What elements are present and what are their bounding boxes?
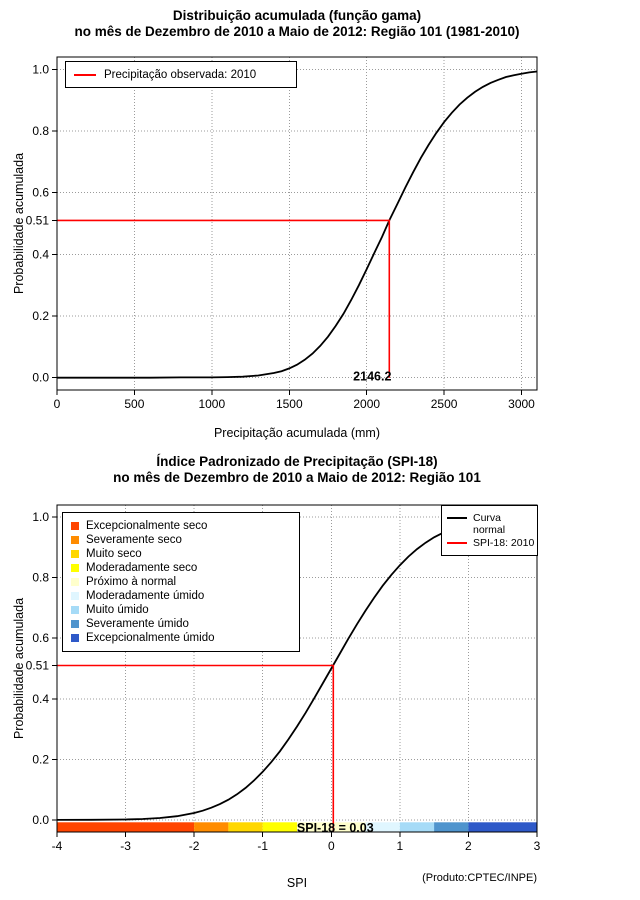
spi-category-legend-item: Moderadamente seco [71, 561, 291, 575]
category-color-swatch [71, 592, 79, 600]
chart1-x-axis-label: Precipitação acumulada (mm) [213, 426, 381, 440]
curve-legend-item: Curva normal [447, 512, 532, 536]
y-tick-label: 0.2 [32, 752, 49, 766]
plot-box [56, 504, 538, 833]
spi-category-legend-item: Severamente seco [71, 533, 291, 547]
spi-category-legend-item: Muito úmido [71, 603, 291, 617]
x-tick-label: 2000 [353, 397, 380, 411]
y-tick-label: 0.8 [32, 124, 49, 138]
chart2-x-axis-label: SPI [286, 876, 308, 890]
legend-observed-label: Precipitação observada: 2010 [104, 68, 257, 81]
spi-colorbar-segment [262, 822, 297, 832]
category-label: Excepcionalmente úmido [86, 632, 215, 644]
chart2-title: Índice Padronizado de Precipitação (SPI-… [57, 454, 537, 486]
category-color-swatch [71, 550, 79, 558]
category-color-swatch [71, 606, 79, 614]
x-tick-label: -1 [257, 839, 268, 853]
legend-line-sample [447, 517, 467, 519]
spi-colorbar-segment [57, 822, 195, 832]
spi-category-legend-item: Excepcionalmente seco [71, 519, 291, 533]
x-tick-label: 0 [54, 397, 61, 411]
marker-value-label: SPI-18 = 0.03 [297, 821, 374, 835]
observed-marker-line [57, 219, 391, 378]
category-color-swatch [71, 578, 79, 586]
spi-colorbar-segment [399, 822, 435, 832]
spi-category-legend-item: Severamente úmido [71, 617, 291, 631]
spi-colorbar-segment [297, 822, 366, 832]
y-tick-label-051: 0.51 [26, 213, 50, 227]
chart2-title-line2: no mês de Dezembro de 2010 a Maio de 201… [113, 470, 481, 485]
y-tick-label-051: 0.51 [26, 659, 50, 673]
y-tick-label: 0.6 [32, 631, 49, 645]
category-label: Muito seco [86, 548, 142, 560]
spi-colorbar-segment [434, 822, 469, 832]
curve-legend: Curva normal SPI-18: 2010 [441, 505, 538, 556]
spi-category-legend: Excepcionalmente seco Severamente seco Mui… [62, 512, 300, 652]
x-tick-label: 2 [465, 839, 472, 853]
chart2-title-line1: Índice Padronizado de Precipitação (SPI-… [156, 454, 438, 469]
x-tick-label: 1 [397, 839, 404, 853]
spi-colorbar-segment [228, 822, 263, 832]
x-tick-label: -4 [52, 839, 63, 853]
category-label: Excepcionalmente seco [86, 520, 208, 532]
spi-category-legend-item: Muito seco [71, 547, 291, 561]
y-tick-label: 0.8 [32, 571, 49, 585]
category-label: Muito úmido [86, 604, 149, 616]
chart1-title-line1: Distribuição acumulada (função gama) [172, 8, 422, 23]
x-tick-label: -3 [120, 839, 131, 853]
curve-legend-label: SPI-18: 2010 [473, 537, 535, 549]
category-label: Severamente úmido [86, 618, 189, 630]
x-tick-label: 1500 [276, 397, 303, 411]
x-tick-label: 0 [328, 839, 335, 853]
chart1-title: Distribuição acumulada (função gama) no … [57, 8, 537, 40]
gamma-cdf-plot: 2146.2 0 500 1000 1500 2000 2500 3000 0.0 0.2 0.4 0… [26, 56, 538, 411]
spi-category-legend-item: Excepcionalmente úmido [71, 631, 291, 645]
y-tick-label: 0.4 [32, 692, 49, 706]
legend-observed-precipitation: Precipitação observada: 2010 [65, 61, 297, 88]
x-tick-label: -2 [189, 839, 200, 853]
y-tick-label: 1.0 [32, 62, 49, 76]
category-color-swatch [71, 634, 79, 642]
spi-category-legend-item: Moderadamente úmido [71, 589, 291, 603]
x-tick-label: 3000 [508, 397, 535, 411]
curve-legend-label: Curva normal [473, 512, 506, 536]
category-color-swatch [71, 620, 79, 628]
category-label: Moderadamente úmido [86, 590, 205, 602]
observed-marker-line [57, 664, 335, 832]
category-color-swatch [71, 522, 79, 530]
spi-category-legend-item: Próximo à normal [71, 575, 291, 589]
spi-colorbar-segment [365, 822, 400, 832]
y-tick-label: 0.4 [32, 247, 49, 261]
y-tick-label: 0.2 [32, 309, 49, 323]
category-color-swatch [71, 536, 79, 544]
spi-colorbar-segment [194, 822, 229, 832]
marker-value-label: 2146.2 [353, 370, 391, 384]
spi-cdf-chart: SPI-18 = 0.03 -4 -3 -2 -1 0 1 2 3 0.0 0.2 0.4 0.6 0.8… [0, 450, 640, 900]
cdf-curve [57, 70, 538, 379]
legend-line-sample [447, 542, 467, 544]
plot-box [56, 56, 538, 391]
product-credit: (Produto:CPTEC/INPE) [422, 872, 537, 884]
y-tick-label: 0.6 [32, 186, 49, 200]
category-label: Severamente seco [86, 534, 182, 546]
y-tick-label: 1.0 [32, 510, 49, 524]
category-label: Próximo à normal [86, 576, 177, 588]
gamma-cdf-chart: 2146.2 0 500 1000 1500 2000 2500 3000 0.0 0.2 0.4 0… [12, 8, 538, 440]
curve-legend-item: SPI-18: 2010 [447, 537, 535, 549]
red-line-sample [74, 73, 96, 76]
x-tick-label: 500 [124, 397, 144, 411]
x-tick-label: 1000 [198, 397, 225, 411]
chart1-title-line2: no mês de Dezembro de 2010 a Maio de 201… [74, 24, 520, 39]
category-color-swatch [71, 564, 79, 572]
y-tick-label: 0.0 [32, 371, 49, 385]
chart2-y-axis-label: Probabilidade acumulada [12, 597, 26, 740]
category-label: Moderadamente seco [86, 562, 198, 574]
chart1-y-axis-label: Probabilidade acumulada [12, 152, 26, 295]
x-tick-label: 2500 [431, 397, 458, 411]
spi-colorbar-segment [468, 822, 537, 832]
x-tick-label: 3 [534, 839, 541, 853]
y-tick-label: 0.0 [32, 813, 49, 827]
